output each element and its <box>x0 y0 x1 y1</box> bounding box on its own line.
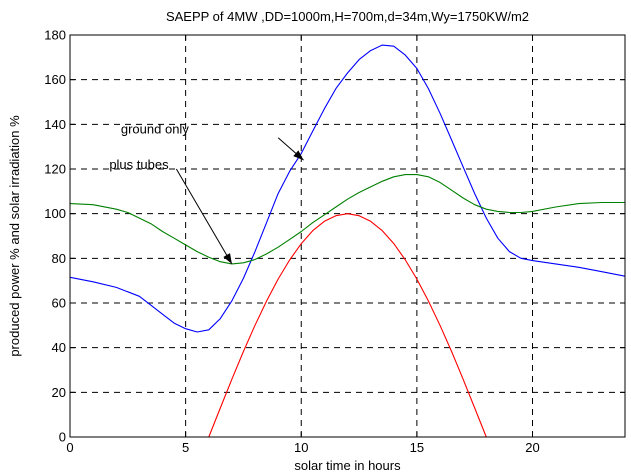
y-tick-label: 0 <box>59 430 66 445</box>
series-layer <box>69 44 626 438</box>
plot-area <box>70 35 625 437</box>
chart-title: SAEPP of 4MW ,DD=1000m,H=700m,d=34m,Wy=1… <box>166 9 529 24</box>
y-tick-label: 60 <box>52 296 66 311</box>
annotation-arrow-head <box>223 253 232 264</box>
y-tick-label: 160 <box>44 72 66 87</box>
y-tick-label: 140 <box>44 117 66 132</box>
annotations: ground only plus tubes <box>109 121 304 265</box>
y-tick-label: 40 <box>52 340 66 355</box>
x-tick-label: 0 <box>66 440 73 455</box>
annotation-arrow-shaft <box>175 168 233 265</box>
x-tick-label: 10 <box>294 440 308 455</box>
annotation-arrow-head <box>293 150 304 161</box>
series-line-green <box>69 174 625 265</box>
x-tick-label: 20 <box>525 440 539 455</box>
x-tick-label: 15 <box>410 440 424 455</box>
y-tick-label: 20 <box>52 385 66 400</box>
ticks: 0 5 10 15 20 0 20 40 60 80 100 120 140 160 180 <box>44 28 625 455</box>
y-tick-label: 80 <box>52 251 66 266</box>
series-line-blue <box>69 44 626 333</box>
y-tick-label: 100 <box>44 206 66 221</box>
annotation-label: ground only <box>121 121 189 136</box>
plot-frame <box>69 34 626 438</box>
x-tick-label: 5 <box>182 440 189 455</box>
y-axis-label: produced power % and solar irradiation % <box>7 115 22 357</box>
y-tick-label: 120 <box>44 162 66 177</box>
series-line-red <box>70 213 625 438</box>
y-tick-label: 180 <box>44 28 66 43</box>
x-axis-label: solar time in hours <box>294 458 401 473</box>
grid <box>70 35 625 437</box>
annotation-label: plus tubes <box>109 157 169 172</box>
